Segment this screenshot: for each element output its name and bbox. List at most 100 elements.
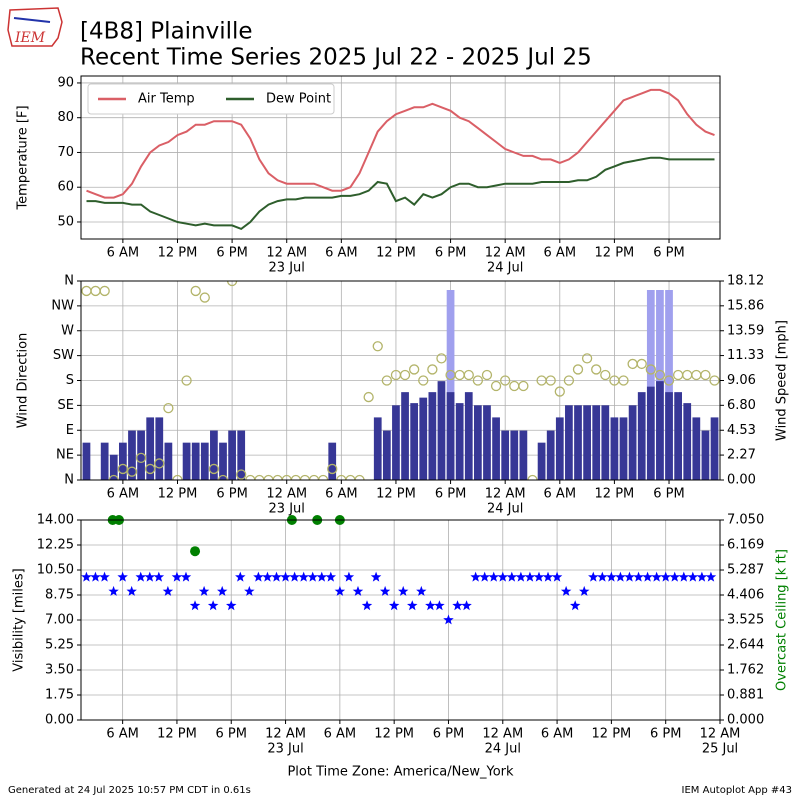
bar	[437, 381, 446, 480]
bar	[474, 405, 482, 480]
plot-area	[81, 571, 717, 625]
plot-area	[86, 88, 715, 231]
point	[407, 600, 418, 611]
frame	[80, 280, 721, 481]
y2-tick-label: 6.169	[727, 537, 764, 552]
point	[615, 571, 626, 582]
bar	[674, 392, 682, 480]
y2-tick-label: 4.53	[727, 423, 756, 438]
point	[381, 375, 392, 386]
point	[343, 571, 355, 582]
y2-tick-label: 0.000	[727, 713, 764, 728]
bar	[392, 405, 400, 480]
point	[327, 463, 338, 475]
point	[370, 571, 382, 582]
frame	[80, 75, 721, 240]
y-tick-label: 10.50	[37, 563, 74, 578]
point	[154, 458, 165, 469]
point	[461, 600, 472, 611]
x-date-label: 25 Jul	[702, 742, 738, 757]
bar	[446, 392, 455, 480]
x-tick-label: 12 AM	[485, 487, 526, 502]
point	[298, 571, 309, 582]
legend-frame	[87, 83, 335, 115]
point	[290, 474, 301, 480]
bar	[82, 442, 91, 480]
bar	[419, 397, 428, 480]
point	[245, 474, 256, 480]
point	[379, 585, 391, 596]
point	[645, 364, 656, 375]
point	[636, 358, 647, 370]
point	[307, 571, 318, 582]
y-tick-label: 8.75	[45, 588, 74, 603]
point	[217, 585, 228, 596]
point	[135, 571, 146, 582]
x-tick-label: 12 PM	[374, 727, 414, 742]
point	[172, 474, 183, 480]
bar	[692, 417, 701, 480]
y-axis-label: Temperature [F]	[16, 105, 31, 210]
point	[336, 474, 347, 480]
bar	[328, 442, 337, 480]
bar	[610, 417, 619, 480]
point	[606, 571, 617, 582]
point	[144, 571, 155, 582]
point	[199, 292, 210, 303]
plot-area	[81, 281, 720, 480]
point	[663, 375, 675, 386]
point	[452, 600, 463, 611]
point	[633, 571, 644, 582]
point	[208, 463, 220, 475]
point	[581, 353, 593, 364]
point	[126, 466, 138, 477]
point	[153, 571, 165, 582]
footer-left: Generated at 24 Jul 2025 10:57 PM CDT in…	[8, 785, 251, 796]
x-date-label: 23 Jul	[269, 502, 305, 517]
point	[579, 585, 590, 596]
line	[86, 88, 715, 199]
point	[190, 546, 201, 557]
y2-tick-label: 18.12	[727, 274, 764, 289]
point	[443, 614, 454, 625]
point	[542, 571, 554, 582]
x-tick-label: 6 PM	[433, 727, 464, 742]
y2-tick-label: 2.27	[727, 448, 756, 463]
bar	[701, 430, 710, 480]
bar	[592, 405, 601, 480]
point	[572, 364, 584, 375]
bar	[100, 442, 109, 480]
point	[490, 380, 502, 392]
point	[226, 281, 238, 287]
point	[687, 571, 699, 582]
point	[518, 380, 529, 392]
point	[354, 474, 365, 480]
bar	[237, 430, 246, 480]
point	[236, 469, 247, 480]
x-date-label: 23 Jul	[269, 261, 305, 276]
subtitle: Recent Time Series 2025 Jul 22 - 2025 Ju…	[80, 45, 592, 71]
point	[651, 571, 662, 582]
point	[463, 369, 474, 381]
point	[99, 571, 110, 582]
point	[189, 600, 201, 611]
point	[500, 375, 511, 386]
y-tick-label: SW	[53, 348, 74, 363]
point	[244, 585, 255, 596]
bar	[464, 392, 473, 480]
logo-outline	[7, 7, 63, 47]
point	[591, 364, 602, 375]
y2-tick-label: 1.762	[727, 663, 764, 678]
y-tick-label: N	[64, 274, 74, 289]
bar	[446, 290, 455, 480]
point	[709, 375, 720, 386]
y-tick-label: 80	[57, 110, 74, 125]
point	[470, 571, 481, 582]
point	[479, 571, 490, 582]
y-tick-label: 3.50	[45, 663, 74, 678]
y-tick-label: N	[64, 473, 74, 488]
point	[271, 571, 282, 582]
legend-label: Air Temp	[138, 92, 195, 107]
y2-axis-label: Wind Speed [mph]	[775, 320, 790, 441]
